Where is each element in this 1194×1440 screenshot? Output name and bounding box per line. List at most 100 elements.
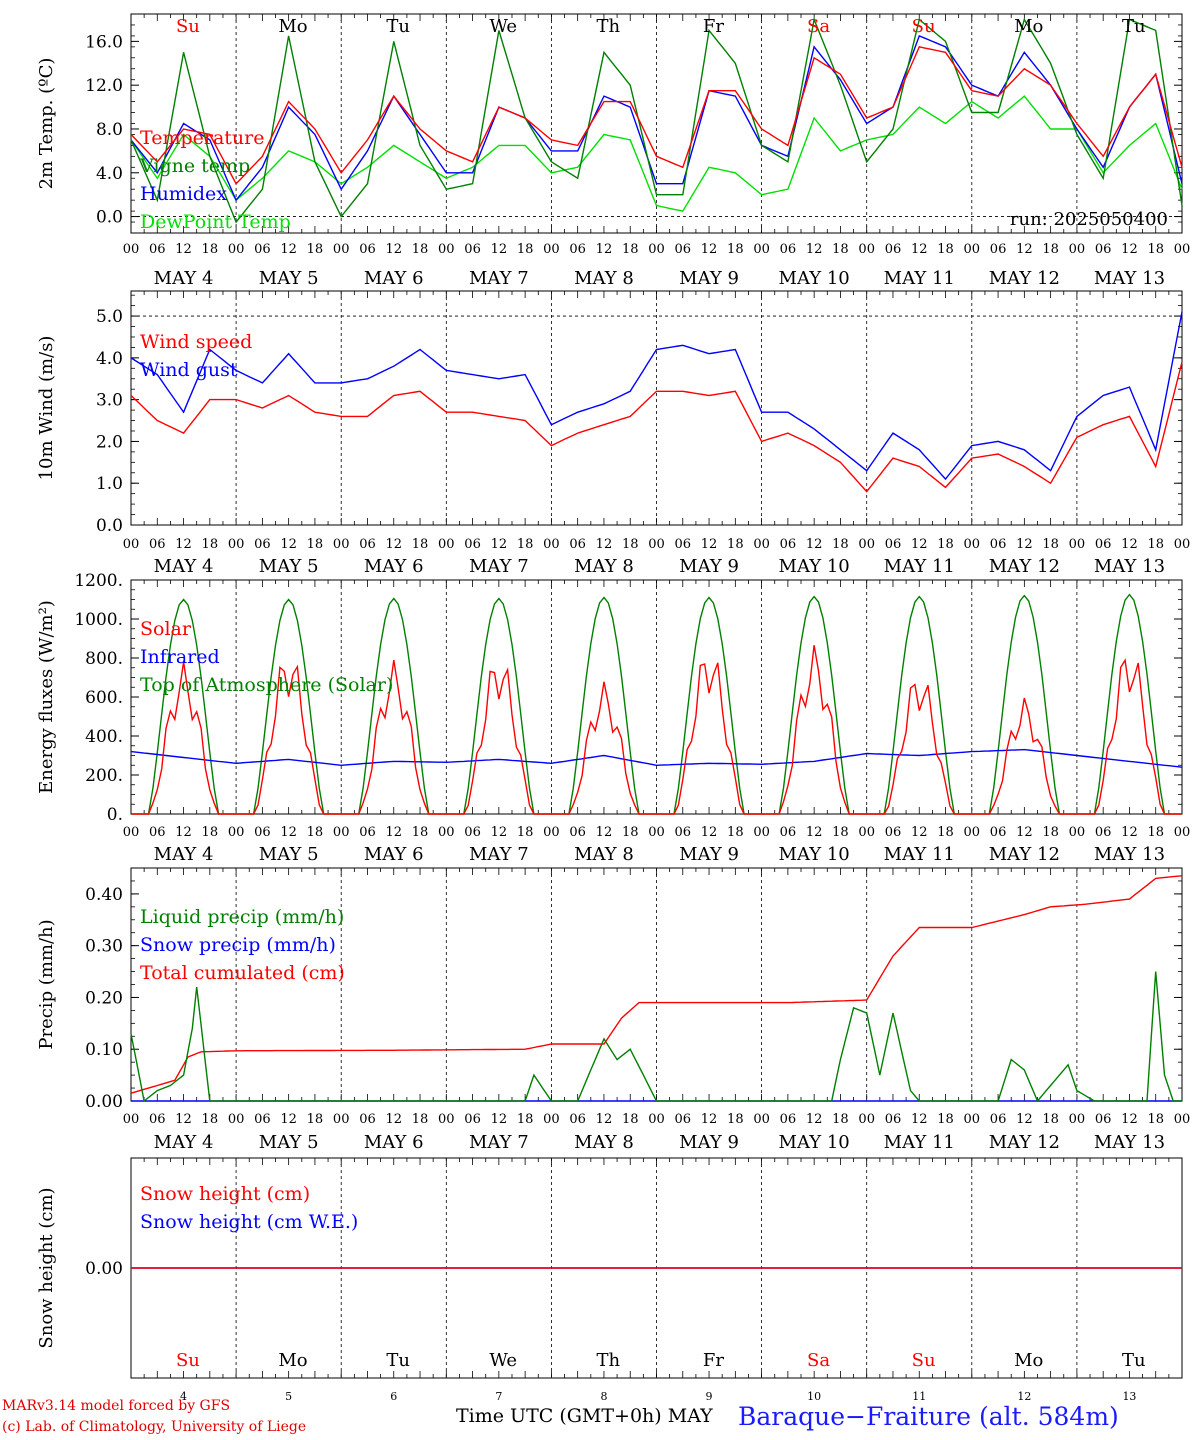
date-label: MAY 12 xyxy=(989,268,1060,289)
hour-label: 12 xyxy=(175,242,192,257)
hour-label: 18 xyxy=(727,825,744,840)
date-label: MAY 13 xyxy=(1094,844,1165,865)
hour-label: 12 xyxy=(1121,825,1138,840)
hour-label: 12 xyxy=(491,537,508,552)
hour-label: 12 xyxy=(280,242,297,257)
hour-label: 18 xyxy=(202,537,219,552)
hour-label: 00 xyxy=(858,242,875,257)
y-tick-label: 1000. xyxy=(74,610,123,630)
y-tick-label: 600. xyxy=(85,688,123,708)
panel-4: 0.00 0.10 0.20 0.30 0.40 Precip (mm/h) 00 06 12 1… xyxy=(36,867,1191,1153)
hour-label: 18 xyxy=(1147,1112,1164,1127)
y-tick-label: 5.0 xyxy=(96,307,123,327)
hour-label: 12 xyxy=(911,537,928,552)
hour-label: 00 xyxy=(228,242,245,257)
legend-entry: Snow height (cm) xyxy=(140,1183,310,1205)
hour-label: 12 xyxy=(596,537,613,552)
y-tick-label: 0.0 xyxy=(96,516,123,536)
hour-label: 18 xyxy=(832,537,849,552)
hour-label: 18 xyxy=(832,242,849,257)
hour-label: 06 xyxy=(254,242,271,257)
hour-label: 18 xyxy=(727,242,744,257)
hour-label: 06 xyxy=(359,242,376,257)
hour-label: 12 xyxy=(280,537,297,552)
x-axis-title-text: Time UTC (GMT+0h) xyxy=(456,1405,662,1427)
x-axis-month: MAY xyxy=(667,1405,713,1427)
hour-label: 18 xyxy=(307,825,324,840)
hour-label: 18 xyxy=(412,537,429,552)
series-line xyxy=(131,645,1182,815)
date-label: MAY 9 xyxy=(679,556,739,577)
hour-label: 18 xyxy=(412,242,429,257)
hour-label: 06 xyxy=(359,1112,376,1127)
hour-label: 12 xyxy=(806,1112,823,1127)
hour-label: 18 xyxy=(937,1112,954,1127)
hour-label: 00 xyxy=(438,537,455,552)
hour-label: 12 xyxy=(911,825,928,840)
date-label: MAY 8 xyxy=(574,1132,634,1153)
day-number: 11 xyxy=(912,1390,926,1403)
hour-label: 00 xyxy=(543,242,560,257)
hour-label: 00 xyxy=(543,537,560,552)
date-label: MAY 5 xyxy=(259,268,319,289)
hour-label: 06 xyxy=(569,1112,586,1127)
date-label: MAY 10 xyxy=(779,268,850,289)
hour-label: 12 xyxy=(175,1112,192,1127)
panel-5: 0.00 Snow height (cm) Snow height (cm) Snow… xyxy=(36,1157,1183,1379)
hour-label: 00 xyxy=(438,242,455,257)
date-label: MAY 9 xyxy=(679,844,739,865)
series-line xyxy=(130,311,1183,481)
run-annotation: run: 2025050400 xyxy=(1010,209,1168,230)
hour-label: 18 xyxy=(937,242,954,257)
x-axis-title: Time UTC (GMT+0h) MAY xyxy=(456,1405,713,1427)
hour-label: 06 xyxy=(464,1112,481,1127)
hour-label: 12 xyxy=(175,825,192,840)
hour-label: 18 xyxy=(1042,242,1059,257)
day-name: Su xyxy=(176,1350,200,1371)
date-label: MAY 13 xyxy=(1094,268,1165,289)
day-name: Tu xyxy=(386,16,410,37)
legend-entry: Top of Atmosphere (Solar) xyxy=(140,674,393,696)
y-tick-label: 0.0 xyxy=(96,208,123,228)
day-number: 10 xyxy=(807,1390,821,1403)
date-label: MAY 12 xyxy=(989,1132,1060,1153)
series-line xyxy=(130,875,1183,1094)
legend-entry: Solar xyxy=(140,618,192,640)
hour-label: 12 xyxy=(280,825,297,840)
hour-label: 00 xyxy=(1174,1112,1191,1127)
hour-label: 06 xyxy=(990,825,1007,840)
hour-label: 06 xyxy=(464,242,481,257)
date-label: MAY 7 xyxy=(469,1132,529,1153)
hour-label: 06 xyxy=(1095,825,1112,840)
legend-entry: Wind gust xyxy=(140,359,238,381)
hour-label: 00 xyxy=(438,825,455,840)
hour-label: 12 xyxy=(385,242,402,257)
y-tick-label: 1.0 xyxy=(96,474,123,494)
hour-label: 18 xyxy=(307,1112,324,1127)
legend-entry: Temperature xyxy=(140,127,264,149)
day-name: Mo xyxy=(1014,16,1043,37)
hour-label: 00 xyxy=(648,537,665,552)
hour-label: 00 xyxy=(228,825,245,840)
hour-label: 18 xyxy=(622,537,639,552)
hour-label: 12 xyxy=(280,1112,297,1127)
hour-label: 06 xyxy=(675,825,692,840)
date-label: MAY 7 xyxy=(469,268,529,289)
date-label: MAY 13 xyxy=(1094,556,1165,577)
day-name: We xyxy=(489,16,517,37)
y-tick-label: 16.0 xyxy=(85,32,123,52)
hour-label: 12 xyxy=(491,242,508,257)
hour-label: 06 xyxy=(464,825,481,840)
legend-entry: Total cumulated (cm) xyxy=(140,962,345,984)
hour-label: 12 xyxy=(596,825,613,840)
hour-label: 12 xyxy=(1121,1112,1138,1127)
hour-label: 00 xyxy=(964,825,981,840)
hour-label: 18 xyxy=(1042,537,1059,552)
date-label: MAY 11 xyxy=(884,844,955,865)
hour-label: 06 xyxy=(359,825,376,840)
hour-label: 12 xyxy=(175,537,192,552)
hour-label: 12 xyxy=(1016,1112,1033,1127)
hour-label: 18 xyxy=(727,1112,744,1127)
hour-label: 00 xyxy=(964,537,981,552)
hour-label: 18 xyxy=(727,537,744,552)
